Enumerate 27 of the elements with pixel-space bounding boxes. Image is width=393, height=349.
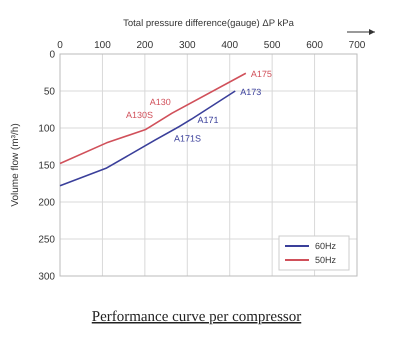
x-tick-label: 700 [348, 40, 366, 51]
text: Performance curve per compressor [92, 309, 302, 325]
y-tick-label: 0 [49, 50, 56, 60]
x-tick-label: 500 [264, 40, 281, 51]
y-tick-label: 200 [38, 198, 56, 208]
y-axis-title: Volume flow (m³/h) [10, 123, 21, 207]
x-tick-label: 0 [57, 40, 64, 51]
annotation: A171S [174, 133, 201, 144]
legend-label: 50Hz [315, 255, 337, 265]
annotation: A173 [240, 87, 262, 97]
y-tick-label: 300 [38, 272, 56, 282]
x-tick-label: 600 [306, 40, 324, 51]
annotation: A130 [150, 96, 171, 107]
annotation: A175 [250, 69, 272, 80]
y-tick-label: 150 [38, 160, 56, 172]
y-tick-label: 50 [44, 86, 56, 98]
x-tick-label: 400 [221, 40, 238, 51]
y-tick-label: 250 [38, 234, 56, 246]
annotation: A130S [126, 110, 154, 120]
y-tick-label: 100 [38, 124, 56, 134]
annotation: A171 [198, 115, 219, 126]
x-tick-label: 300 [178, 40, 196, 51]
line-series [59, 90, 236, 187]
legend-label: 60Hz [315, 241, 337, 251]
x-tick-label: 100 [94, 40, 112, 51]
x-axis-title: Total pressure difference(gauge) ΔP kPa [123, 18, 295, 29]
x-tick-label: 200 [136, 40, 154, 51]
